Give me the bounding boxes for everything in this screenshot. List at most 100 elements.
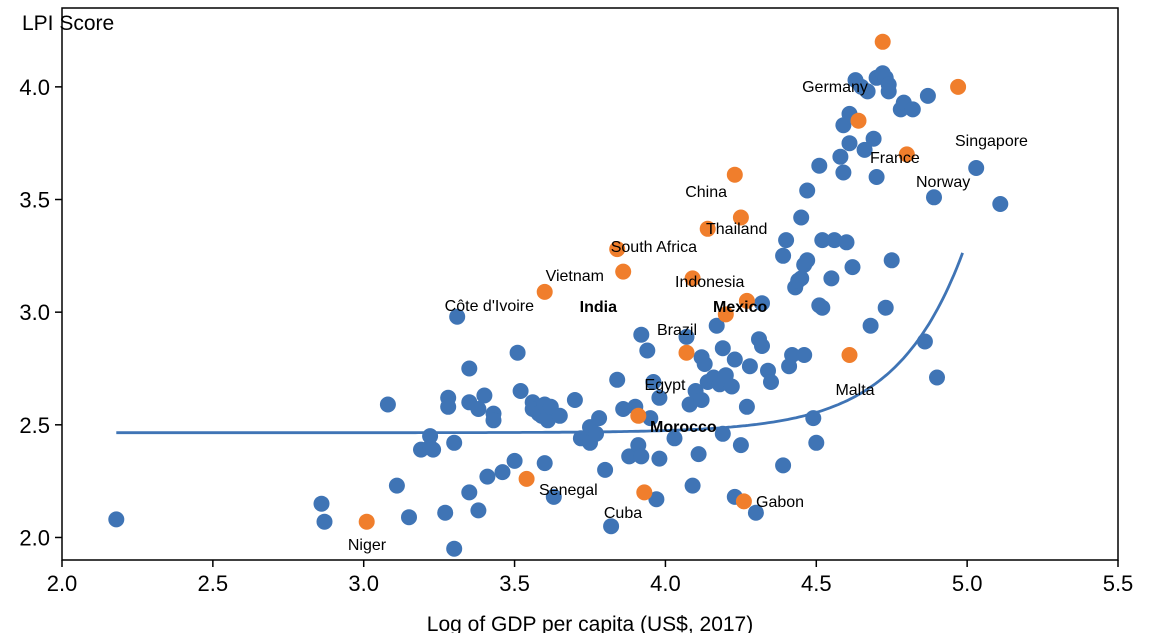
x-tick-label: 5.5 (1103, 571, 1134, 596)
x-axis-title: Log of GDP per capita (US$, 2017) (427, 613, 753, 633)
annotation-label: South Africa (611, 239, 697, 256)
data-point (425, 441, 442, 458)
highlighted-point (636, 484, 653, 501)
data-point (633, 326, 650, 343)
y-tick-label: 4.0 (19, 75, 50, 100)
data-point (591, 410, 608, 427)
data-point (835, 164, 852, 181)
y-tick-label: 3.0 (19, 300, 50, 325)
data-point (446, 540, 463, 557)
data-point (615, 401, 632, 417)
highlighted-point (874, 33, 891, 50)
data-point (877, 299, 894, 316)
annotation-label: France (870, 150, 920, 167)
data-point (449, 308, 466, 325)
highlighted-point (536, 283, 553, 300)
data-point (651, 389, 668, 406)
data-point (440, 398, 457, 415)
y-tick-label: 2.0 (19, 525, 50, 550)
x-tick-label: 3.5 (499, 571, 530, 596)
data-point (880, 83, 897, 100)
annotation-label: India (580, 299, 617, 316)
data-point (108, 511, 125, 528)
highlighted-point (850, 112, 867, 129)
annotation-label: Morocco (650, 419, 717, 436)
data-point (862, 317, 879, 334)
highlighted-point (615, 263, 632, 280)
annotation-layer: Germany Singapore France Norway China Thailan… (348, 79, 1028, 554)
trend-line-layer (116, 252, 964, 435)
data-point (814, 232, 831, 249)
data-point (603, 518, 620, 535)
x-axis: 2.0 2.5 3.0 3.5 4.0 4.5 5.0 5.5 (47, 560, 1134, 596)
highlighted-point (358, 513, 375, 530)
data-point (645, 374, 662, 390)
data-point (313, 495, 330, 512)
data-point (566, 392, 583, 408)
data-point (470, 401, 487, 417)
data-point (747, 504, 764, 521)
data-point (793, 270, 810, 287)
y-axis-title: LPI Score (22, 12, 114, 35)
x-tick-label: 4.0 (650, 571, 681, 596)
data-point (805, 410, 822, 427)
data-point (763, 374, 779, 390)
data-point (714, 425, 731, 442)
data-point (551, 407, 568, 424)
data-point (844, 259, 861, 276)
data-point (588, 425, 604, 442)
data-point (926, 189, 942, 206)
y-tick-label: 2.5 (19, 413, 50, 438)
annotation-label: Cuba (604, 505, 642, 522)
annotation-label: Senegal (539, 482, 598, 499)
highlighted-point (732, 209, 749, 226)
annotation-label: Egypt (645, 377, 686, 394)
data-point (796, 347, 813, 363)
data-point (726, 351, 743, 368)
data-point (536, 455, 553, 472)
highlighted-point (609, 241, 626, 258)
data-point (826, 232, 843, 249)
data-point (316, 513, 333, 530)
x-tick-label: 2.5 (198, 571, 229, 596)
data-point (539, 412, 556, 429)
highlighted-point (630, 407, 647, 424)
data-point (799, 252, 816, 269)
highlighted-point (950, 78, 967, 95)
data-point (723, 378, 740, 395)
data-point (916, 333, 933, 350)
data-point (799, 182, 816, 199)
data-point (741, 358, 758, 375)
data-point (808, 434, 825, 451)
data-point (793, 209, 810, 226)
data-point (379, 396, 396, 413)
data-point (609, 371, 626, 388)
data-point (919, 87, 936, 104)
data-point (696, 356, 713, 372)
data-point (754, 295, 770, 312)
data-point (832, 148, 849, 165)
highlighted-point (699, 220, 716, 237)
data-point (545, 488, 562, 505)
data-point (461, 360, 478, 377)
data-point (485, 412, 502, 429)
highlighted-point (518, 470, 535, 487)
x-tick-label: 5.0 (952, 571, 983, 596)
data-point (732, 437, 749, 454)
data-point (738, 398, 755, 415)
annotation-label: Niger (348, 537, 387, 554)
data-point (681, 396, 698, 413)
data-point (714, 340, 731, 357)
data-point (494, 464, 511, 481)
data-point (512, 383, 529, 399)
data-point (401, 509, 417, 526)
x-tick-label: 4.5 (801, 571, 832, 596)
highlighted-point (898, 146, 915, 163)
annotation-label: Singapore (955, 133, 1028, 150)
data-point (838, 234, 855, 251)
data-point (509, 344, 526, 361)
annotation-label: Malta (835, 382, 874, 399)
highlighted-point (684, 270, 701, 287)
highlighted-point (738, 292, 755, 309)
